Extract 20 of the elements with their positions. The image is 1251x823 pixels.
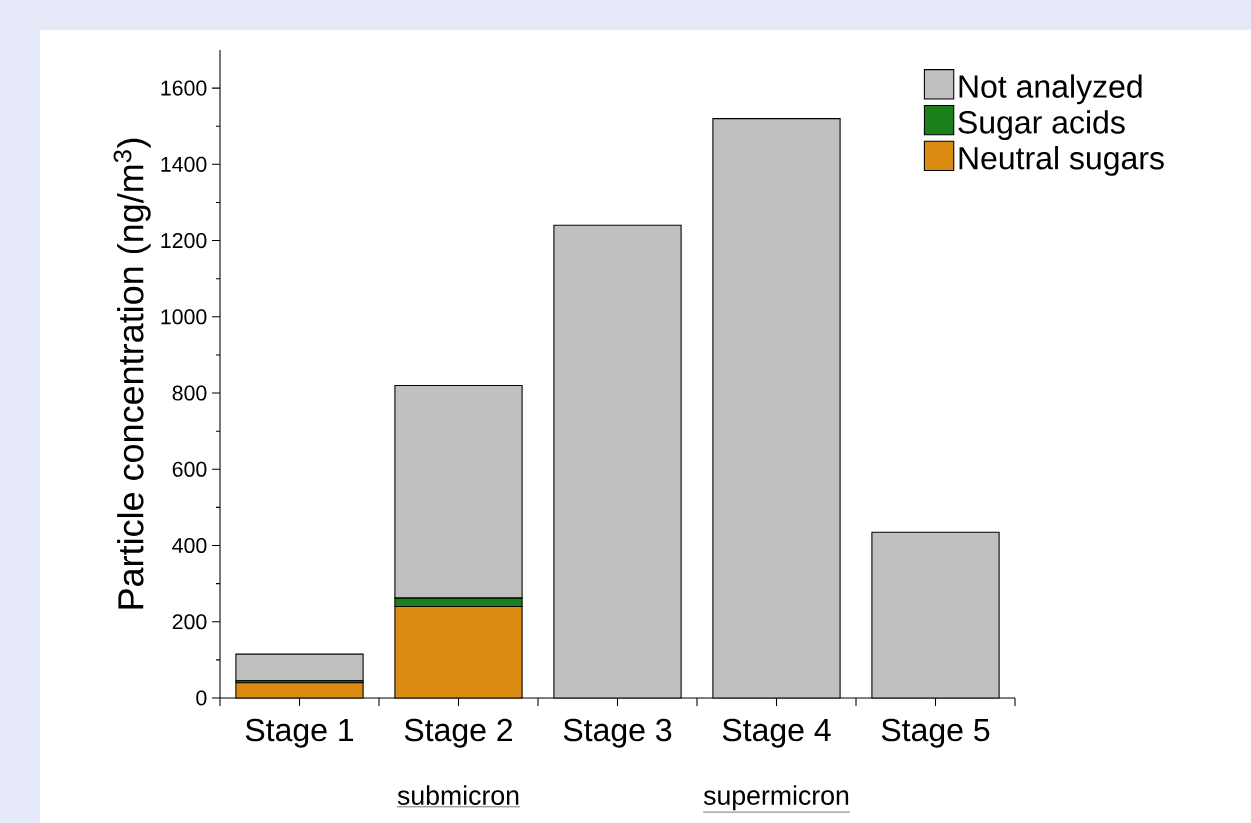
legend-label: Neutral sugars [959, 145, 1164, 176]
legend-label: Sugar acids [958, 110, 1125, 141]
y-axis-title: Particle concentration (ng/m$^{3}$) [113, 138, 151, 609]
x-tick-label: Stage 5 [881, 718, 990, 748]
x-tick-label: Stage 3 [563, 718, 672, 748]
y-tick-label: 1600 [161, 80, 207, 96]
y-tick-label: 400 [172, 537, 207, 554]
y-tick-label: 1200 [161, 233, 207, 249]
x-tick-label: Stage 4 [722, 718, 831, 748]
y-tick-label: 200 [172, 614, 207, 630]
y-tick-label: 600 [172, 461, 207, 477]
y-tick-label: 800 [172, 385, 207, 401]
x-tick-label: Stage 1 [245, 718, 354, 748]
y-tick-label: 1400 [161, 156, 207, 172]
y-tick-label: 0 [196, 690, 207, 706]
y-tick-label: 1000 [161, 309, 207, 325]
x-tick-label: Stage 2 [404, 718, 513, 748]
text: supermicron [703, 785, 849, 811]
text: submicron [397, 785, 519, 805]
legend-label: Not analyzed [959, 74, 1142, 105]
